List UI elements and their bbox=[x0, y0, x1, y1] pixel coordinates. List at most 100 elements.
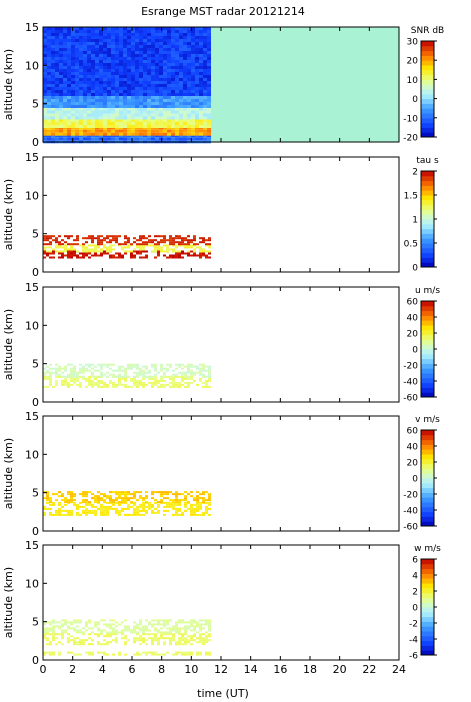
heatmap-cell bbox=[143, 51, 147, 54]
heatmap-cell bbox=[169, 256, 172, 259]
heatmap-cell bbox=[151, 107, 155, 111]
heatmap-cell bbox=[94, 495, 97, 498]
heatmap-cell bbox=[203, 107, 207, 111]
heatmap-cell bbox=[160, 619, 163, 622]
heatmap-cell bbox=[135, 60, 139, 63]
heatmap-cell bbox=[107, 78, 111, 81]
heatmap-cell bbox=[139, 60, 143, 63]
heatmap-cell bbox=[107, 125, 111, 128]
heatmap-cell bbox=[183, 113, 187, 117]
colorbar-tick-label: -4 bbox=[409, 636, 418, 646]
heatmap-cell bbox=[67, 625, 70, 628]
heatmap-cell bbox=[58, 633, 61, 636]
heatmap-cell bbox=[99, 99, 103, 102]
heatmap-cell bbox=[85, 493, 88, 496]
heatmap-cell bbox=[75, 69, 79, 72]
heatmap-cell bbox=[157, 641, 160, 644]
heatmap-cell bbox=[87, 36, 91, 39]
heatmap-cell bbox=[191, 137, 195, 141]
heatmap-cell bbox=[46, 246, 49, 249]
heatmap-cell bbox=[91, 367, 94, 370]
heatmap-cell bbox=[147, 87, 151, 90]
heatmap-cell bbox=[124, 371, 127, 374]
heatmap-cell bbox=[106, 505, 109, 508]
heatmap-cell bbox=[43, 635, 46, 638]
heatmap-cell bbox=[118, 497, 121, 500]
heatmap-cell bbox=[181, 639, 184, 642]
heatmap-cell bbox=[99, 84, 103, 87]
heatmap-cell bbox=[199, 107, 203, 111]
heatmap-cell bbox=[99, 119, 103, 122]
heatmap-cell bbox=[159, 33, 163, 36]
heatmap-cell bbox=[193, 254, 196, 257]
heatmap-cell bbox=[61, 633, 64, 636]
heatmap-cell bbox=[111, 33, 115, 36]
heatmap-cell bbox=[139, 129, 143, 133]
heatmap-cell bbox=[160, 633, 163, 636]
heatmap-cell bbox=[73, 381, 76, 384]
colorbar-segment bbox=[421, 587, 434, 594]
heatmap-cell bbox=[187, 90, 191, 93]
heatmap-cell bbox=[207, 63, 211, 66]
heatmap-cell bbox=[163, 54, 167, 57]
heatmap-cell bbox=[135, 134, 139, 138]
heatmap-cell bbox=[193, 250, 196, 253]
heatmap-cell bbox=[109, 248, 112, 251]
heatmap-cell bbox=[91, 511, 94, 514]
heatmap-cell bbox=[121, 509, 124, 512]
heatmap-cell bbox=[163, 63, 167, 66]
heatmap-cell bbox=[91, 254, 94, 257]
heatmap-cell bbox=[190, 254, 193, 257]
heatmap-cell bbox=[85, 651, 88, 654]
heatmap-cell bbox=[195, 72, 199, 75]
heatmap-cell bbox=[58, 373, 61, 376]
heatmap-cell bbox=[171, 129, 175, 133]
heatmap-cell bbox=[63, 54, 67, 57]
heatmap-cell bbox=[154, 256, 157, 259]
colorbar-tick-label: 10 bbox=[407, 76, 419, 86]
heatmap-cell bbox=[203, 125, 207, 128]
heatmap-cell bbox=[43, 248, 46, 251]
heatmap-cell bbox=[43, 81, 47, 84]
heatmap-cell bbox=[163, 493, 166, 496]
heatmap-cell bbox=[202, 385, 205, 388]
heatmap-cell bbox=[196, 509, 199, 512]
heatmap-cell bbox=[75, 45, 79, 48]
heatmap-cell bbox=[178, 365, 181, 368]
heatmap-cell bbox=[131, 107, 135, 111]
heatmap-cell bbox=[59, 125, 63, 128]
heatmap-cell bbox=[67, 491, 70, 494]
heatmap-cell bbox=[83, 63, 87, 66]
heatmap-cell bbox=[67, 637, 70, 640]
heatmap-cell bbox=[124, 369, 127, 372]
heatmap-cell bbox=[55, 69, 59, 72]
heatmap-cell bbox=[171, 81, 175, 84]
heatmap-cell bbox=[151, 239, 154, 242]
heatmap-cell bbox=[82, 367, 85, 370]
heatmap-cell bbox=[175, 63, 179, 66]
heatmap-cell bbox=[193, 635, 196, 638]
colorbar-segment bbox=[421, 41, 434, 47]
heatmap-cell bbox=[112, 375, 115, 378]
heatmap-cell bbox=[172, 507, 175, 510]
heatmap-cell bbox=[195, 87, 199, 90]
heatmap-cell bbox=[63, 110, 67, 114]
heatmap-cell bbox=[171, 33, 175, 36]
heatmap-cell bbox=[139, 36, 143, 39]
heatmap-cell bbox=[195, 102, 199, 105]
heatmap-cell bbox=[151, 250, 154, 253]
heatmap-cell bbox=[145, 629, 148, 632]
heatmap-cell bbox=[207, 90, 211, 93]
heatmap-cell bbox=[55, 509, 58, 512]
heatmap-cell bbox=[183, 75, 187, 78]
heatmap-cell bbox=[79, 116, 83, 120]
heatmap-cell bbox=[135, 78, 139, 81]
heatmap-cell bbox=[67, 250, 70, 253]
heatmap-cell bbox=[79, 641, 82, 644]
heatmap-cell bbox=[142, 509, 145, 512]
heatmap-cell bbox=[136, 637, 139, 640]
heatmap-cell bbox=[123, 42, 127, 45]
heatmap-cell bbox=[83, 116, 87, 120]
heatmap-cell bbox=[191, 27, 195, 30]
heatmap-cell bbox=[70, 639, 73, 642]
